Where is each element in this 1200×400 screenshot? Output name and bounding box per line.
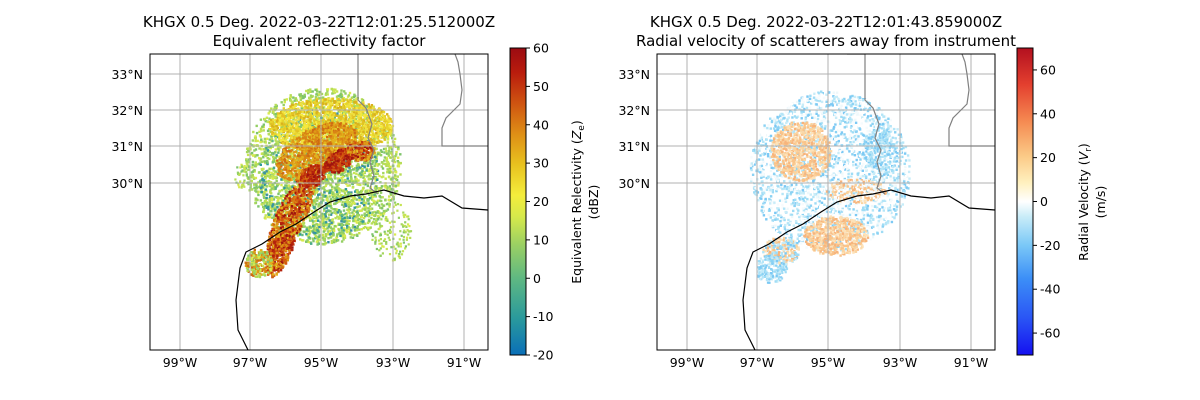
right-coastline	[742, 189, 995, 350]
right-ytick-label: 33°N	[618, 67, 650, 82]
left-gridlines	[150, 54, 488, 350]
right-xtick-label: 93°W	[883, 355, 918, 370]
left-colorbar-label: Equivalent Relectivity (Ze)	[569, 120, 587, 284]
left-ytick-label: 32°N	[111, 103, 143, 118]
right-x-ticks: 99°W 97°W 95°W 93°W 91°W	[670, 355, 989, 370]
left-ytick-label: 30°N	[111, 176, 143, 191]
right-colorbar-ticks: 60 40 20 0 -20 -40 -60	[1033, 62, 1060, 341]
left-xtick-label: 91°W	[447, 355, 482, 370]
colorbar-tick-label: 60	[533, 41, 549, 56]
right-xtick-label: 95°W	[811, 355, 846, 370]
colorbar-tick-label: 40	[533, 117, 549, 132]
left-ytick-label: 31°N	[111, 139, 143, 154]
left-colorbar-bar	[509, 47, 527, 356]
left-title: KHGX 0.5 Deg. 2022-03-22T12:01:25.512000…	[143, 13, 495, 31]
right-xtick-label: 99°W	[670, 355, 705, 370]
colorbar-tick-label: -60	[1040, 326, 1060, 341]
right-title: KHGX 0.5 Deg. 2022-03-22T12:01:43.859000…	[650, 13, 1002, 31]
right-colorbar-label: Radial Velocity (Vr)	[1076, 143, 1094, 261]
colorbar-tick-label: -20	[1040, 238, 1060, 253]
left-xtick-label: 93°W	[376, 355, 411, 370]
right-subtitle: Radial velocity of scatterers away from …	[636, 32, 1016, 50]
colorbar-tick-label: -10	[533, 309, 553, 324]
right-xtick-label: 91°W	[954, 355, 989, 370]
colorbar-tick-label: 0	[533, 271, 541, 286]
colorbar-tick-label: -40	[1040, 282, 1060, 297]
right-state-borders	[847, 54, 995, 195]
left-y-ticks: 33°N 32°N 31°N 30°N	[111, 67, 143, 191]
left-plot-frame	[149, 53, 489, 351]
reflectivity-panel: KHGX 0.5 Deg. 2022-03-22T12:01:25.512000…	[111, 13, 601, 370]
right-ytick-label: 30°N	[618, 176, 650, 191]
left-xtick-label: 95°W	[304, 355, 339, 370]
right-y-ticks: 33°N 32°N 31°N 30°N	[618, 67, 650, 191]
right-colorbar-bar	[1016, 47, 1034, 356]
colorbar-tick-label: 50	[533, 79, 549, 94]
colorbar-tick-label: 30	[533, 156, 549, 171]
colorbar-tick-label: 10	[533, 232, 549, 247]
left-colorbar-units: (dBZ)	[586, 185, 601, 220]
right-gridlines	[657, 54, 995, 350]
left-xtick-label: 99°W	[163, 355, 198, 370]
left-subtitle: Equivalent reflectivity factor	[213, 32, 427, 50]
right-ytick-label: 31°N	[618, 139, 650, 154]
colorbar-tick-label: 60	[1040, 62, 1056, 77]
right-ytick-label: 32°N	[618, 103, 650, 118]
velocity-panel: KHGX 0.5 Deg. 2022-03-22T12:01:43.859000…	[618, 13, 1108, 370]
colorbar-tick-label: -20	[533, 348, 553, 363]
colorbar-tick-label: 0	[1040, 194, 1048, 209]
left-state-borders	[340, 54, 488, 195]
left-x-ticks: 99°W 97°W 95°W 93°W 91°W	[163, 355, 482, 370]
right-colorbar: 60 40 20 0 -20 -40 -60 Radial Velocity (Vr) (m…	[1016, 47, 1108, 356]
right-xtick-label: 97°W	[740, 355, 775, 370]
colorbar-tick-label: 40	[1040, 106, 1056, 121]
left-radar-field	[234, 87, 413, 279]
right-plot-frame	[656, 53, 996, 351]
left-xtick-label: 97°W	[233, 355, 268, 370]
left-ytick-label: 33°N	[111, 67, 143, 82]
left-colorbar-ticks: 60 50 40 30 20 10 0 -10 -20	[526, 41, 553, 363]
colorbar-tick-label: 20	[1040, 150, 1056, 165]
right-colorbar-units: (m/s)	[1093, 186, 1108, 219]
colorbar-tick-label: 20	[533, 194, 549, 209]
left-colorbar: 60 50 40 30 20 10 0 -10 -20 Equivalent Relectivi…	[509, 41, 601, 363]
left-coastline	[235, 189, 488, 350]
right-radar-field	[749, 90, 911, 284]
